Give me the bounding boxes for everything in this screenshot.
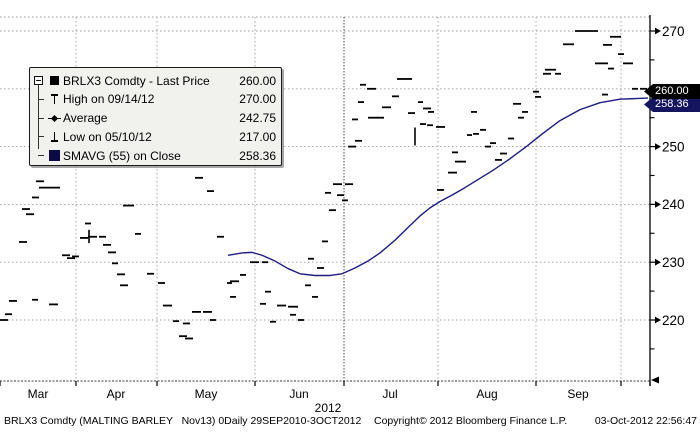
- axis-end-arrow-icon: [651, 376, 659, 384]
- month-label-jun: Jun: [289, 387, 308, 401]
- legend-value: 258.36: [239, 148, 276, 163]
- timestamp: 03-Oct-2012 22:56:47: [594, 415, 697, 427]
- legend-row: Low on 05/10/12 217.00: [30, 127, 281, 146]
- status-bar: BRLX3 Comdty (MALTING BARLEY Nov13) 0Dai…: [0, 410, 700, 432]
- x-axis: Mar Apr May Jun Jul Aug Sep 2012: [0, 380, 651, 415]
- smavg-swatch-icon: [48, 150, 60, 162]
- legend-tree-cell: [30, 127, 45, 146]
- month-label-may: May: [195, 387, 218, 401]
- month-label-sep: Sep: [567, 387, 589, 401]
- y-tick-label-270: 270: [662, 24, 685, 39]
- chart-legend-box: BRLX3 Comdty - Last Price 260.00 High on 0…: [29, 67, 282, 166]
- legend-tree-line: [38, 79, 39, 149]
- legend-row: BRLX3 Comdty - Last Price 260.00: [30, 71, 281, 90]
- month-label-mar: Mar: [28, 387, 49, 401]
- legend-label: BRLX3 Comdty - Last Price: [63, 73, 210, 88]
- price-tick-bars: [0, 30, 647, 340]
- smavg-price-tag-value: 258.36: [655, 98, 689, 110]
- legend-branch-line: [38, 155, 44, 157]
- legend-value: 217.00: [239, 129, 276, 144]
- smavg-line: [227, 97, 649, 277]
- y-tick-label-220: 220: [662, 313, 685, 328]
- legend-value: 270.00: [239, 92, 276, 107]
- legend-branch-line: [38, 117, 44, 119]
- legend-label: High on 09/14/12: [63, 92, 155, 107]
- legend-tree-cell: [30, 146, 45, 165]
- low-marker-icon: [50, 131, 59, 142]
- average-marker-icon: [47, 114, 61, 123]
- smavg-price-tag: 258.36: [644, 97, 700, 112]
- legend-value: 242.75: [239, 111, 276, 126]
- y-tick-label-230: 230: [662, 255, 685, 270]
- legend-branch-line: [38, 136, 44, 138]
- y-axis: 220230240250260270: [649, 15, 685, 386]
- legend-branch-line: [38, 98, 44, 100]
- y-tick-label-240: 240: [662, 197, 685, 212]
- year-label: 2012: [315, 401, 342, 415]
- legend-label: Average: [63, 111, 108, 126]
- month-label-aug: Aug: [476, 387, 497, 401]
- legend-expander-icon[interactable]: [34, 76, 43, 85]
- legend-tree-cell: [30, 109, 45, 128]
- legend-row: SMAVG (55) on Close 258.36: [30, 146, 281, 165]
- y-tick-label-250: 250: [662, 139, 685, 154]
- legend-label: SMAVG (55) on Close: [63, 148, 181, 163]
- last-price-tag-value: 260.00: [655, 85, 689, 97]
- month-label-jul: Jul: [382, 387, 397, 401]
- legend-value: 260.00: [239, 73, 276, 88]
- month-label-apr: Apr: [107, 387, 126, 401]
- last-price-tag: 260.00: [644, 84, 700, 99]
- legend-label: Low on 05/10/12: [63, 129, 152, 144]
- legend-row: High on 09/14/12 270.00: [30, 90, 281, 109]
- legend-tree-cell: [30, 90, 45, 109]
- security-description: BRLX3 Comdty (MALTING BARLEY Nov13) 0Dai…: [4, 415, 362, 427]
- high-marker-icon: [50, 94, 59, 105]
- legend-row: Average 242.75: [30, 109, 281, 128]
- last-price-swatch-icon: [49, 76, 59, 85]
- legend-tree-cell: [30, 71, 45, 90]
- copyright-text: Copyright© 2012 Bloomberg Finance L.P.: [374, 415, 568, 427]
